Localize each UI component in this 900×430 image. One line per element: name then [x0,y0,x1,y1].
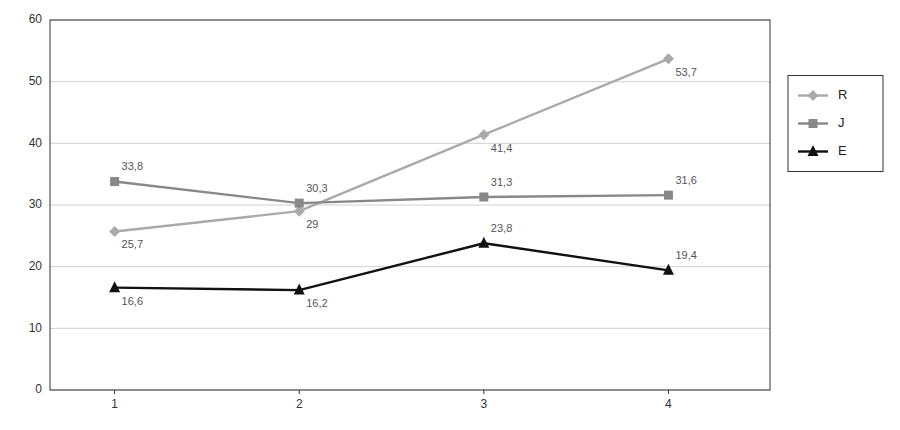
data-label: 30,3 [306,182,327,194]
x-tick-label: 3 [481,397,488,411]
legend-label: E [838,143,847,158]
point [294,284,305,295]
data-labels: 25,7 29 41,4 53,7 33,8 30,3 31,3 31,6 16,6 16,2 23… [122,66,697,309]
point [109,226,120,237]
grid-line [50,266,770,267]
data-label: 23,8 [491,222,512,234]
point [110,177,119,186]
point [663,264,674,275]
legend-marker [809,119,818,128]
plot-frame [50,20,770,390]
grid-line [50,328,770,329]
y-tick-label: 0 [35,382,42,396]
x-tick [114,390,115,394]
y-tick-label: 30 [29,197,43,211]
y-tick-label: 10 [29,321,43,335]
data-label: 29 [306,218,318,230]
point [295,199,304,208]
data-label: 41,4 [491,142,512,154]
point [664,191,673,200]
y-tick-label: 40 [29,136,43,150]
point [478,129,489,140]
x-tick-label: 1 [111,397,118,411]
y-tick-label: 50 [29,74,43,88]
legend-marker [808,145,819,156]
x-tick-label: 4 [665,397,672,411]
series-line [115,59,669,232]
legend: RJE [788,76,883,172]
y-tick-label: 60 [29,12,43,26]
data-label: 25,7 [122,238,143,250]
series-line [115,182,669,204]
legend-frame [788,76,883,172]
data-label: 31,3 [491,176,512,188]
data-label: 53,7 [675,66,696,78]
point [479,192,488,201]
point [663,53,674,64]
grid-line [50,205,770,206]
x-tick [483,390,484,394]
data-label: 33,8 [122,160,143,172]
data-label: 16,6 [122,295,143,307]
chart: 0 10 20 30 40 50 60 1 2 3 4 25,7 29 41,4 53,7 33,8 30,3 3… [0,0,900,430]
legend-label: R [838,87,847,102]
data-label: 19,4 [675,249,696,261]
plot-data [109,53,674,294]
x-tick-label: 2 [296,397,303,411]
grid-line [50,81,770,82]
x-tick [299,390,300,394]
point [109,281,120,292]
series-line [115,243,669,290]
grid-line [50,143,770,144]
data-label: 31,6 [675,174,696,186]
legend-marker [808,90,819,101]
x-tick [668,390,669,394]
y-tick-label: 20 [29,259,43,273]
legend-label: J [838,115,845,130]
point [478,237,489,248]
data-label: 16,2 [306,297,327,309]
axes: 0 10 20 30 40 50 60 1 2 3 4 [29,12,770,411]
